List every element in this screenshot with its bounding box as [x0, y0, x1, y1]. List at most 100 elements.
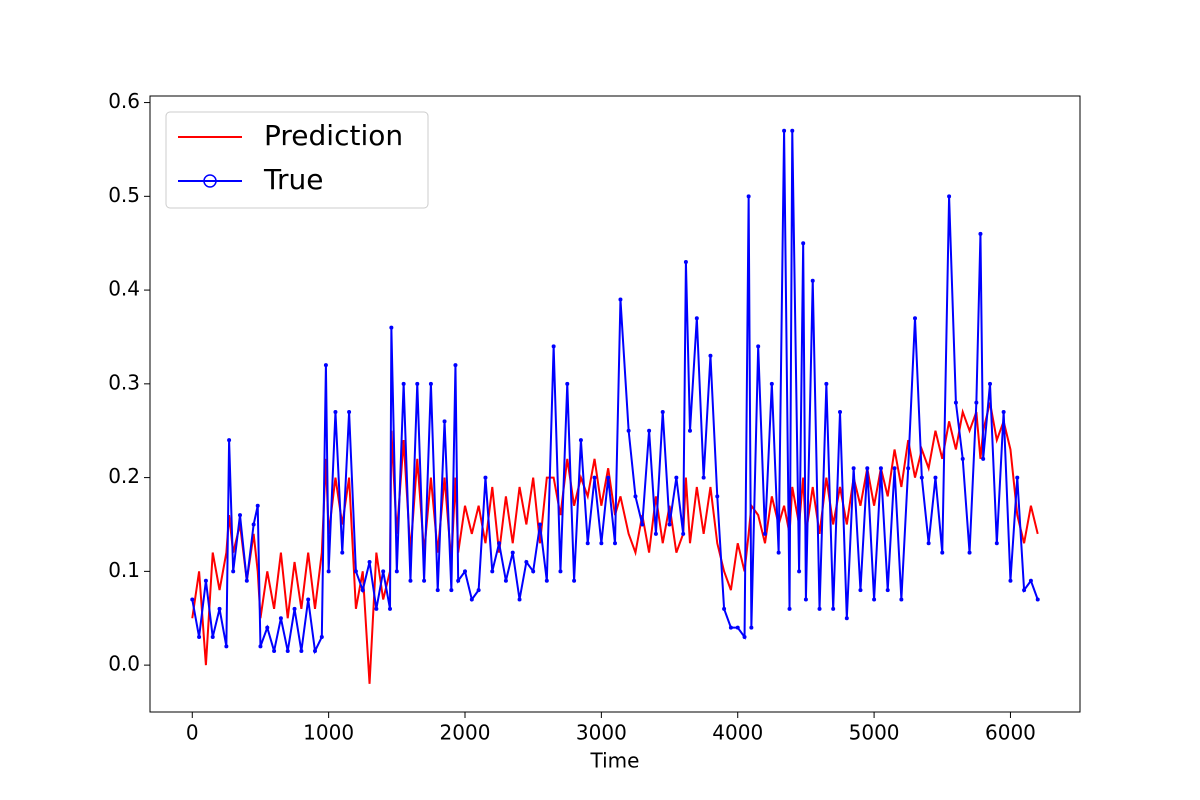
series-marker — [428, 381, 433, 386]
x-tick-label: 0 — [186, 721, 199, 745]
series-marker — [231, 569, 236, 574]
series-marker — [415, 381, 420, 386]
series-marker — [255, 503, 260, 508]
series-marker — [872, 597, 877, 602]
series-marker — [272, 649, 277, 654]
series-marker — [688, 428, 692, 433]
series-marker — [422, 578, 427, 583]
series-marker — [1022, 588, 1027, 593]
series-marker — [442, 419, 447, 424]
series-marker — [606, 475, 611, 480]
x-axis-label: Time — [590, 749, 640, 773]
series-marker — [258, 644, 263, 649]
series-marker — [1028, 578, 1033, 583]
series-marker — [285, 649, 290, 654]
series-marker — [899, 597, 904, 602]
series-marker — [742, 634, 747, 639]
x-tick-label: 3000 — [576, 721, 627, 745]
series-marker — [578, 438, 583, 443]
series-marker — [746, 194, 751, 199]
series-marker — [919, 475, 924, 480]
series-marker — [626, 428, 631, 433]
series-marker — [988, 381, 992, 386]
series-marker — [940, 550, 945, 555]
series-marker — [776, 550, 781, 555]
series-marker — [865, 466, 870, 471]
y-tick-label: 0.2 — [108, 464, 140, 488]
series-marker — [333, 409, 338, 414]
series-marker — [360, 588, 365, 593]
series-marker — [278, 616, 283, 621]
series-marker — [203, 578, 208, 583]
series-marker — [449, 588, 454, 593]
series-marker — [251, 522, 256, 527]
series-marker — [1035, 597, 1040, 602]
series-marker — [981, 456, 986, 461]
series-marker — [538, 522, 542, 527]
y-tick-label: 0.6 — [108, 89, 140, 113]
series-marker — [647, 428, 652, 433]
series-marker — [353, 569, 358, 574]
x-tick-label: 5000 — [849, 721, 900, 745]
series-marker — [503, 578, 508, 583]
series-marker — [801, 241, 806, 246]
series-marker — [224, 644, 229, 649]
series-marker — [960, 456, 965, 461]
series-marker — [728, 625, 733, 630]
series-marker — [394, 569, 399, 574]
series-marker — [408, 578, 413, 583]
series-marker — [683, 259, 688, 264]
series-marker — [299, 649, 304, 654]
series-marker — [389, 325, 394, 330]
series-marker — [524, 559, 529, 564]
series-marker — [265, 625, 270, 630]
series-marker — [517, 597, 522, 602]
series-marker — [217, 606, 222, 611]
series-marker — [694, 316, 699, 321]
series-marker — [817, 606, 822, 611]
series-marker — [715, 494, 720, 499]
series-marker — [367, 559, 372, 564]
series-marker — [197, 634, 202, 639]
series-marker — [401, 381, 406, 386]
series-marker — [388, 606, 392, 611]
series-marker — [599, 541, 604, 546]
series-marker — [572, 578, 577, 583]
series-marker — [660, 409, 665, 414]
series-marker — [708, 353, 713, 358]
series-marker — [1015, 475, 1020, 480]
series-marker — [510, 550, 515, 555]
series-marker — [667, 522, 672, 527]
series-marker — [756, 344, 761, 349]
series-marker — [456, 578, 461, 583]
series-marker — [326, 569, 331, 574]
series-marker — [947, 194, 952, 199]
series-marker — [476, 588, 481, 593]
series-marker — [701, 475, 706, 480]
series-marker — [319, 634, 324, 639]
series-marker — [292, 606, 297, 611]
series-marker — [885, 588, 890, 593]
series-marker — [763, 531, 767, 536]
series-marker — [878, 466, 883, 471]
series-marker — [633, 494, 638, 499]
series-marker — [190, 597, 195, 602]
series-marker — [735, 625, 740, 630]
series-marker — [838, 409, 842, 414]
series-marker — [497, 541, 502, 546]
series-marker — [210, 634, 215, 639]
x-tick-label: 4000 — [712, 721, 763, 745]
series-marker — [323, 363, 328, 368]
series-marker — [640, 522, 645, 527]
series-marker — [244, 578, 249, 583]
series-marker — [933, 475, 938, 480]
series-marker — [306, 597, 311, 602]
series-marker — [347, 409, 352, 414]
series-marker — [749, 625, 754, 630]
series-marker — [787, 606, 792, 611]
series-marker — [844, 616, 849, 621]
series-marker — [227, 438, 232, 443]
series-marker — [722, 606, 727, 611]
series-marker — [551, 344, 556, 349]
series-marker — [797, 569, 802, 574]
